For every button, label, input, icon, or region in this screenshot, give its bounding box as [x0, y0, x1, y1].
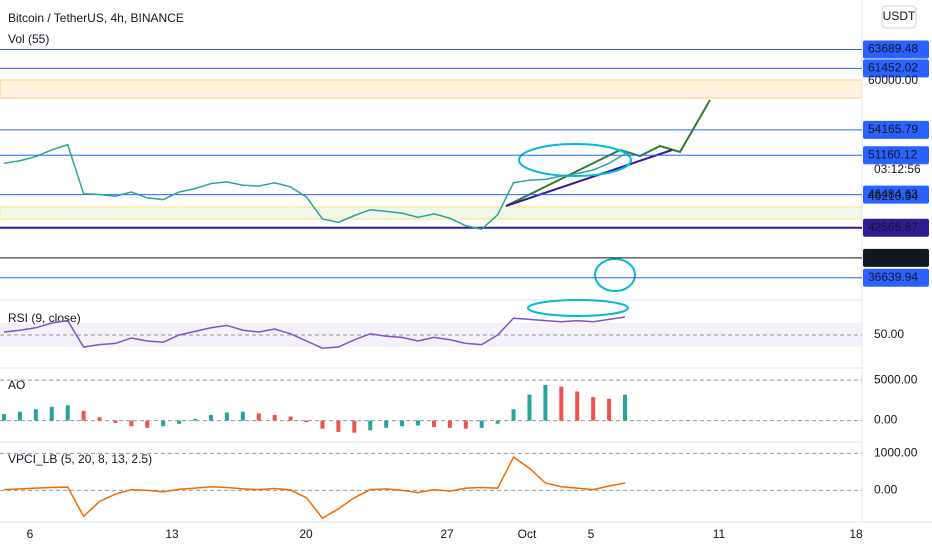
ao-bar [129, 420, 134, 427]
x-tick-label: 5 [588, 527, 595, 541]
x-tick-label: Oct [518, 527, 537, 541]
ao-bar [65, 405, 70, 421]
ao-bar [145, 420, 150, 428]
x-tick-label: 6 [27, 527, 34, 541]
ao-bar [161, 420, 166, 427]
ao-bar [224, 412, 229, 421]
ao-bar [384, 420, 389, 428]
x-tick-label: 27 [440, 527, 454, 541]
price-label: 54165.79 [868, 122, 918, 136]
ao-bar [607, 398, 612, 421]
level-tag [863, 248, 929, 267]
ao-bar [400, 420, 405, 427]
price-line [3, 143, 626, 230]
x-tick-label: 11 [713, 527, 726, 541]
drawing [594, 258, 636, 292]
ao-bar [559, 386, 564, 421]
price-label: 51160.12 [868, 147, 917, 161]
x-tick-label: 13 [165, 527, 179, 541]
indicator-line [3, 316, 626, 349]
ao-bar [256, 413, 261, 421]
ao-bar [591, 397, 596, 421]
x-tick-label: 18 [849, 527, 863, 541]
ao-bar [304, 420, 309, 423]
drawing [505, 99, 711, 207]
ao-bar [33, 409, 38, 421]
ao-bar [416, 420, 420, 426]
ao-bar [113, 420, 118, 423]
ao-bar [463, 420, 468, 429]
level-tag [863, 185, 929, 204]
ao-bar [336, 420, 341, 432]
drawing [505, 149, 673, 207]
ao-bar [352, 420, 357, 433]
chart-title: Bitcoin / TetherUS, 4h, BINANCE [8, 11, 184, 25]
level-tag [863, 120, 929, 139]
ao-bar [209, 414, 213, 421]
zone [0, 206, 863, 220]
ao-bar [2, 414, 6, 421]
indicator-line [3, 455, 626, 520]
y-tick-label: 0.00 [874, 413, 898, 427]
y-tick-label: 50.00 [874, 327, 904, 341]
ao-bar [527, 394, 532, 421]
y-tick-label: 0.00 [874, 483, 898, 497]
drawing [527, 299, 629, 317]
level-tag [863, 59, 929, 78]
ao-bar [543, 384, 548, 421]
ao-bar [288, 416, 293, 421]
ao-bar [511, 409, 516, 421]
price-label: 61452.02 [868, 61, 918, 75]
level-tag [863, 40, 929, 59]
pane-label: VPCI_LB (5, 20, 8, 13, 2.5) [8, 452, 152, 466]
ao-bar [97, 417, 102, 421]
volume-label: Vol (55) [8, 32, 49, 46]
pane-label: AO [8, 378, 25, 392]
ao-bar [575, 391, 580, 421]
ao-bar [431, 420, 436, 428]
ao-bar [17, 411, 22, 421]
ao-bar [81, 410, 86, 421]
ao-bar [447, 420, 452, 428]
price-label: 42565.87 [868, 220, 918, 234]
currency-button[interactable] [881, 5, 917, 29]
ao-bar [320, 420, 325, 429]
ao-bar [479, 420, 484, 428]
ao-bar [272, 414, 277, 421]
price-label: 60000.00 [868, 73, 918, 87]
level-tag [863, 268, 929, 287]
currency[interactable]: USDT [883, 9, 916, 23]
price-label: 36639.94 [868, 270, 918, 284]
ao-bar [240, 411, 245, 421]
price-label: 46210.34 [868, 189, 918, 203]
price-label: 46484.63 [868, 187, 918, 201]
y-tick-label: 1000.00 [874, 446, 918, 460]
level-tag [863, 218, 929, 237]
ao-bar [49, 406, 54, 421]
price-label: 63689.48 [868, 42, 918, 56]
ao-bar [177, 420, 182, 424]
price-label: 38994.81 [868, 250, 918, 264]
ao-bar [495, 420, 500, 424]
level-tag [863, 146, 929, 165]
countdown: 03:12:56 [874, 162, 921, 176]
ao-bar [623, 394, 627, 421]
ao-bar [193, 418, 198, 421]
drawing [518, 143, 632, 177]
x-tick-label: 20 [299, 527, 313, 541]
zone [0, 79, 863, 99]
ao-bar [368, 420, 373, 431]
y-tick-label: 5000.00 [874, 372, 918, 386]
